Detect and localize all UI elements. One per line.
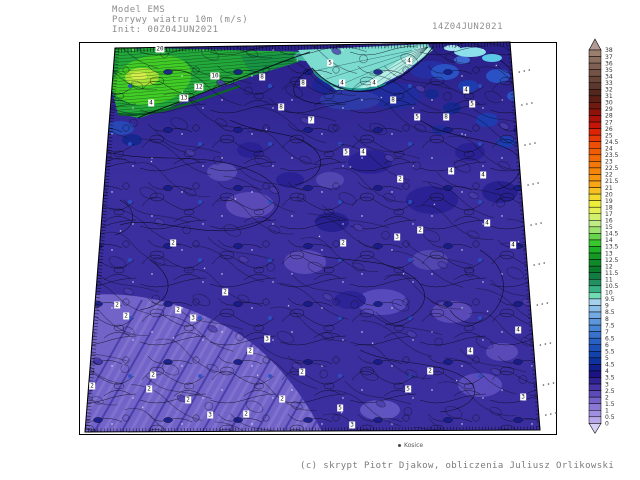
svg-text:23.5: 23.5 <box>605 152 619 159</box>
svg-text:28: 28 <box>605 113 613 120</box>
svg-text:2: 2 <box>605 394 609 401</box>
svg-text:10: 10 <box>605 290 613 297</box>
credit-line: (c) skrypt Piotr Djakow, obliczenia Juli… <box>300 461 615 471</box>
svg-text:18: 18 <box>605 204 613 211</box>
map-fill-layers <box>85 42 540 432</box>
svg-text:13: 13 <box>605 250 613 257</box>
svg-text:33: 33 <box>605 80 613 87</box>
svg-text:23: 23 <box>605 159 613 166</box>
plot-frame <box>79 42 557 435</box>
svg-text:15: 15 <box>605 224 613 231</box>
svg-text:14: 14 <box>605 237 613 244</box>
svg-text:3: 3 <box>605 381 609 388</box>
svg-text:6: 6 <box>605 342 609 349</box>
parameter-title: Porywy wiatru 10m (m/s) <box>112 15 249 25</box>
svg-text:9: 9 <box>605 303 609 310</box>
svg-text:35: 35 <box>605 67 613 74</box>
city-marker-kosice: Kosice <box>398 442 423 449</box>
svg-text:8.5: 8.5 <box>605 309 615 316</box>
svg-text:19: 19 <box>605 198 613 205</box>
svg-text:7.5: 7.5 <box>605 322 615 329</box>
svg-text:4.5: 4.5 <box>605 362 615 369</box>
svg-text:2.5: 2.5 <box>605 388 615 395</box>
svg-text:38: 38 <box>605 47 613 54</box>
svg-text:22.5: 22.5 <box>605 165 619 172</box>
svg-text:0: 0 <box>605 421 609 428</box>
svg-text:0.5: 0.5 <box>605 414 615 421</box>
svg-text:31: 31 <box>605 93 613 100</box>
svg-text:37: 37 <box>605 54 613 61</box>
svg-text:12: 12 <box>605 263 613 270</box>
valid-time: 14Z04JUN2021 <box>432 22 504 32</box>
edge-hatching <box>84 41 541 433</box>
graticule-dots <box>518 69 557 416</box>
svg-text:24: 24 <box>605 145 613 152</box>
svg-text:16: 16 <box>605 218 613 225</box>
svg-text:1.5: 1.5 <box>605 401 615 408</box>
svg-text:8: 8 <box>605 316 609 323</box>
svg-text:29: 29 <box>605 106 613 113</box>
svg-text:6.5: 6.5 <box>605 335 615 342</box>
svg-text:7: 7 <box>605 329 609 336</box>
svg-text:4: 4 <box>605 368 609 375</box>
svg-text:20: 20 <box>605 191 613 198</box>
svg-text:11: 11 <box>605 276 613 283</box>
svg-text:3.5: 3.5 <box>605 375 615 382</box>
city-dot-icon <box>398 444 401 447</box>
model-name: Model EMS <box>112 5 166 15</box>
init-time: Init: 00Z04JUN2021 <box>112 25 219 35</box>
city-label: Kosice <box>404 442 424 449</box>
svg-text:5: 5 <box>605 355 609 362</box>
svg-text:17: 17 <box>605 211 613 218</box>
svg-text:30: 30 <box>605 100 613 107</box>
svg-text:12.5: 12.5 <box>605 257 619 264</box>
svg-text:5.5: 5.5 <box>605 349 615 356</box>
svg-text:36: 36 <box>605 60 613 67</box>
svg-text:9.5: 9.5 <box>605 296 615 303</box>
svg-text:27: 27 <box>605 119 613 126</box>
svg-text:21.5: 21.5 <box>605 178 619 185</box>
svg-text:13.5: 13.5 <box>605 244 619 251</box>
svg-text:32: 32 <box>605 87 613 94</box>
svg-text:10.5: 10.5 <box>605 283 619 290</box>
svg-text:22: 22 <box>605 172 613 179</box>
svg-text:24.5: 24.5 <box>605 139 619 146</box>
svg-text:11.5: 11.5 <box>605 270 619 277</box>
svg-text:1: 1 <box>605 407 609 414</box>
svg-text:14.5: 14.5 <box>605 231 619 238</box>
svg-text:34: 34 <box>605 73 613 80</box>
contour-lines <box>99 46 527 413</box>
svg-text:26: 26 <box>605 126 613 133</box>
wind-gust-colorbar: 383736353433323130292827262524.52423.523… <box>588 38 619 434</box>
svg-text:21: 21 <box>605 185 613 192</box>
svg-text:25: 25 <box>605 132 613 139</box>
